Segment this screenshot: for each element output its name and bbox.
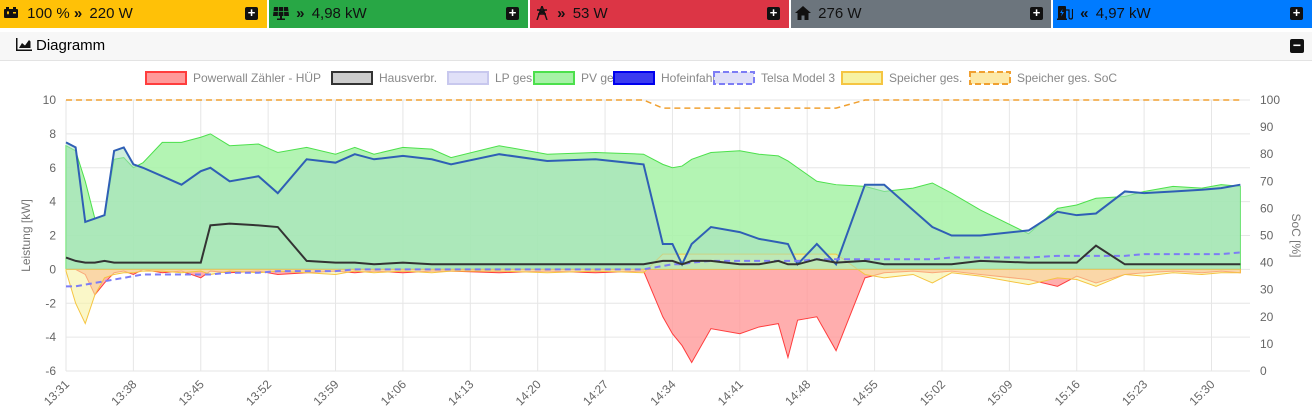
y2-tick-label: 100: [1260, 93, 1280, 107]
x-tick-label: 14:06: [378, 377, 409, 408]
expand-pv-button[interactable]: +: [506, 6, 519, 20]
chart-legend: Powerwall Zähler - HÜP Hausverbr. LP ges. P…: [145, 71, 1117, 85]
pv-power: 4,98 kW: [311, 5, 367, 22]
y2-axis-label: SoC [%]: [1289, 213, 1303, 257]
legend-swatch: [533, 71, 575, 85]
y-tick-label: 0: [49, 262, 56, 276]
y2-tick-label: 20: [1260, 310, 1274, 324]
x-tick-label: 15:23: [1119, 377, 1150, 408]
legend-label: Telsa Model 3: [761, 71, 835, 85]
series-soc-line: [66, 99, 1241, 109]
house-power: 276 W: [818, 5, 862, 22]
y-tick-label: 8: [49, 127, 56, 141]
y-axis-label: Leistung [kW]: [19, 199, 33, 272]
chevron-right-icon: »: [557, 5, 566, 22]
legend-swatch: [331, 71, 373, 85]
diagram-card-header[interactable]: Diagramm −: [0, 32, 1312, 61]
x-tick-label: 13:38: [108, 377, 139, 408]
pv-tile[interactable]: » 4,98 kW +: [269, 0, 528, 28]
x-tick-label: 14:41: [715, 377, 746, 408]
x-tick-label: 13:59: [311, 377, 342, 408]
y2-tick-label: 30: [1260, 283, 1274, 297]
battery-soc: 100 %: [27, 5, 70, 22]
expand-grid-button[interactable]: +: [767, 6, 780, 20]
x-tick-label: 13:31: [41, 377, 72, 408]
legend-swatch: [613, 71, 655, 85]
y2-tick-label: 0: [1260, 364, 1267, 378]
y2-tick-label: 10: [1260, 337, 1274, 351]
y-tick-label: -6: [45, 364, 56, 378]
legend-label: Speicher ges. SoC: [1017, 71, 1117, 85]
series-tesla-line: [66, 251, 1241, 288]
x-tick-label: 14:27: [580, 377, 611, 408]
series-house-line: [65, 222, 1241, 266]
y-tick-label: 10: [43, 93, 57, 107]
legend-swatch: [969, 71, 1011, 85]
battery-tile[interactable]: 100 % » 220 W +: [0, 0, 267, 28]
battery-power: 220 W: [89, 5, 133, 22]
x-tick-label: 14:34: [647, 377, 678, 408]
legend-swatch: [713, 71, 755, 85]
chevron-left-icon: «: [1080, 5, 1089, 22]
house-tile[interactable]: 276 W +: [791, 0, 1051, 28]
legend-label: Speicher ges.: [889, 71, 962, 85]
ev-charger-icon: [1057, 6, 1073, 20]
legend-label: Powerwall Zähler - HÜP: [193, 71, 321, 85]
y-tick-label: 6: [49, 161, 56, 175]
y-tick-label: 4: [49, 195, 56, 209]
x-tick-label: 15:02: [917, 377, 948, 408]
y2-tick-label: 90: [1260, 120, 1274, 134]
x-tick-label: 13:52: [243, 377, 274, 408]
y2-tick-label: 40: [1260, 256, 1274, 270]
area-chart-icon: [16, 38, 32, 51]
y2-tick-label: 80: [1260, 147, 1274, 161]
x-tick-label: 14:48: [782, 377, 813, 408]
legend-label: Hofeinfahrt: [661, 71, 720, 85]
legend-label: PV ges.: [581, 71, 623, 85]
charge-tile[interactable]: « 4,97 kW +: [1053, 0, 1312, 28]
y-tick-label: -2: [45, 296, 56, 310]
y-tick-label: 2: [49, 229, 56, 243]
legend-label: LP ges.: [495, 71, 535, 85]
expand-house-button[interactable]: +: [1030, 6, 1043, 20]
series-hofeinfahrt-line: [65, 141, 1241, 267]
x-tick-label: 15:09: [984, 377, 1015, 408]
collapse-diagram-button[interactable]: −: [1290, 38, 1304, 53]
charge-power: 4,97 kW: [1095, 5, 1151, 22]
x-tick-label: 14:55: [850, 377, 881, 408]
grid-power: 53 W: [572, 5, 608, 22]
y2-tick-label: 70: [1260, 174, 1274, 188]
expand-battery-button[interactable]: +: [245, 6, 258, 20]
legend-swatch: [447, 71, 489, 85]
x-tick-label: 15:16: [1052, 377, 1083, 408]
power-tower-icon: [536, 6, 548, 20]
expand-charge-button[interactable]: +: [1290, 6, 1303, 20]
x-tick-label: 13:45: [176, 377, 207, 408]
x-tick-label: 14:20: [513, 377, 544, 408]
battery-icon: [4, 7, 18, 18]
chevron-right-icon: »: [296, 5, 305, 22]
chevron-right-icon: »: [73, 5, 83, 22]
legend-swatch: [145, 71, 187, 85]
status-bar: 100 % » 220 W + » 4,98 kW + » 53 W + 276…: [0, 0, 1312, 28]
x-tick-label: 14:13: [445, 377, 476, 408]
legend-label: Hausverbr.: [379, 71, 437, 85]
solar-panel-icon: [273, 6, 289, 20]
y2-tick-label: 50: [1260, 229, 1274, 243]
y2-tick-label: 60: [1260, 201, 1274, 215]
card-title: Diagramm: [36, 37, 106, 54]
home-icon: [795, 6, 811, 20]
grid-tile[interactable]: » 53 W +: [530, 0, 789, 28]
series-powerwall-area: [66, 268, 1241, 364]
x-tick-label: 15:30: [1186, 377, 1217, 408]
y-tick-label: -4: [45, 330, 56, 344]
legend-swatch: [841, 71, 883, 85]
energy-chart: -6-4-20246810010203040506070809010013:31…: [19, 71, 1303, 408]
